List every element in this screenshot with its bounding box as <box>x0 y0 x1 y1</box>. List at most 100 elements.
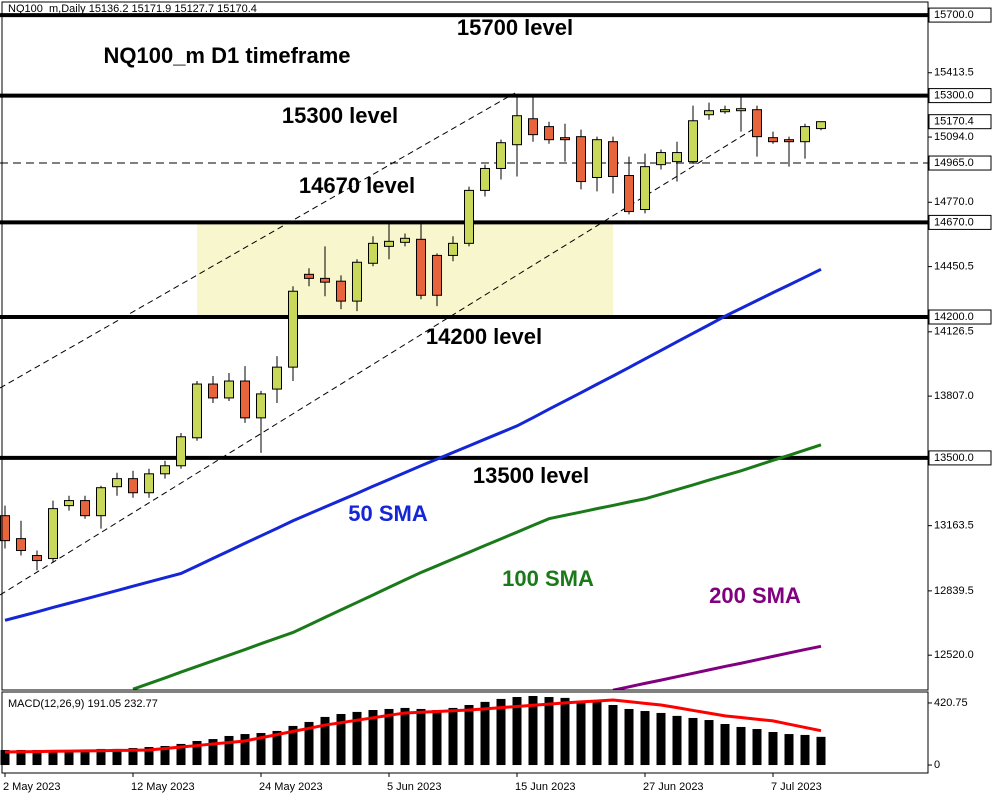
macd-bar <box>112 748 122 766</box>
candle-body <box>48 508 58 560</box>
price-frame <box>1 1 929 691</box>
candle-body <box>816 121 826 130</box>
axis-level-label: 13500.0 <box>934 452 974 464</box>
macd-bar <box>448 707 458 766</box>
sma-line <box>132 443 822 690</box>
macd-bar <box>592 701 602 766</box>
candle-body <box>16 538 26 552</box>
macd-bar <box>144 747 154 766</box>
candle-body <box>96 487 106 517</box>
macd-bar <box>384 708 394 766</box>
candle-body <box>480 167 490 191</box>
macd-bar <box>704 720 714 766</box>
macd-bar <box>656 712 666 766</box>
macd-bar <box>720 724 730 766</box>
candle-body <box>336 280 346 302</box>
sma-label: 200 SMA <box>709 583 801 608</box>
y-tick-label: 14770.0 <box>934 196 974 208</box>
macd-bar <box>816 736 826 766</box>
candle-body <box>256 393 266 419</box>
candle-body <box>224 380 234 399</box>
macd-bar <box>752 729 762 766</box>
macd-y-tick-label: 420.75 <box>934 697 968 709</box>
candle-body <box>672 152 682 163</box>
macd-frame <box>1 691 929 774</box>
symbol-info: NQ100_m,Daily 15136.2 15171.9 15127.7 15… <box>8 3 257 15</box>
macd-bar <box>304 721 314 766</box>
macd-bar <box>352 711 362 766</box>
macd-bar <box>256 733 266 766</box>
candle-body <box>352 261 362 302</box>
macd-bar <box>464 704 474 766</box>
y-tick-label: 12520.0 <box>934 649 974 661</box>
candle-body <box>128 478 138 494</box>
macd-bar <box>800 734 810 766</box>
macd-bar <box>240 734 250 766</box>
macd-bar <box>80 749 90 766</box>
axis-level-label: 14965.0 <box>934 157 974 169</box>
candle-body <box>512 115 522 146</box>
candle-body <box>64 500 74 507</box>
candle-body <box>144 473 154 494</box>
candle-body <box>288 290 298 368</box>
candle-body <box>400 237 410 243</box>
trend-line <box>0 127 756 596</box>
x-tick-label: 15 Jun 2023 <box>515 781 576 793</box>
candle-body <box>688 120 698 163</box>
macd-bar <box>560 697 570 766</box>
candle-body <box>640 166 650 211</box>
macd-bar <box>128 748 138 766</box>
macd-panel <box>0 695 826 766</box>
macd-bar <box>320 716 330 766</box>
macd-signal <box>4 698 822 754</box>
macd-bar <box>160 746 170 766</box>
sma-label: 50 SMA <box>348 501 428 526</box>
candle-body <box>624 175 634 213</box>
candle-body <box>704 110 714 116</box>
level-label: 14670 level <box>299 173 415 198</box>
x-tick-label: 24 May 2023 <box>259 781 323 793</box>
candle-body <box>656 152 666 166</box>
candle-body <box>464 189 474 244</box>
y-tick-label: 15094.0 <box>934 131 974 143</box>
macd-bar <box>16 749 26 766</box>
candle-body <box>368 242 378 264</box>
macd-bar <box>32 749 42 766</box>
macd-bar <box>768 731 778 766</box>
macd-bar <box>432 710 442 766</box>
chart-title: NQ100_m D1 timeframe <box>103 43 350 68</box>
candle-body <box>384 240 394 247</box>
sma-label: 100 SMA <box>502 566 594 591</box>
macd-bar <box>416 708 426 766</box>
sma-line <box>612 644 822 690</box>
candle-body <box>720 109 730 113</box>
macd-bar <box>272 730 282 766</box>
y-tick-label: 15413.5 <box>934 67 974 79</box>
macd-bar <box>96 748 106 766</box>
y-tick-label: 14126.5 <box>934 326 974 338</box>
axis-level-label: 14670.0 <box>934 216 974 228</box>
y-tick-label: 12839.5 <box>934 585 974 597</box>
candle-body <box>304 273 314 279</box>
macd-label: MACD(12,26,9) 191.05 232.77 <box>8 698 158 710</box>
candle-body <box>160 465 170 475</box>
candle-body <box>32 555 42 562</box>
macd-bar <box>672 715 682 766</box>
macd-bar <box>192 740 202 766</box>
current-price-box <box>928 114 992 130</box>
candle-body <box>448 242 458 256</box>
macd-bar <box>208 739 218 766</box>
x-tick-label: 7 Jul 2023 <box>771 781 822 793</box>
x-tick-label: 27 Jun 2023 <box>643 781 704 793</box>
candle-body <box>272 366 282 390</box>
candle-body <box>752 109 762 138</box>
y-tick-label: 13163.5 <box>934 520 974 532</box>
price-panel <box>0 13 928 690</box>
macd-bar <box>480 701 490 766</box>
axis-level-box <box>928 7 992 23</box>
axis-level-box <box>928 450 992 466</box>
candle-body <box>432 254 442 296</box>
level-label: 15300 level <box>282 103 398 128</box>
candle-body <box>80 500 90 517</box>
candle-body <box>560 137 570 141</box>
